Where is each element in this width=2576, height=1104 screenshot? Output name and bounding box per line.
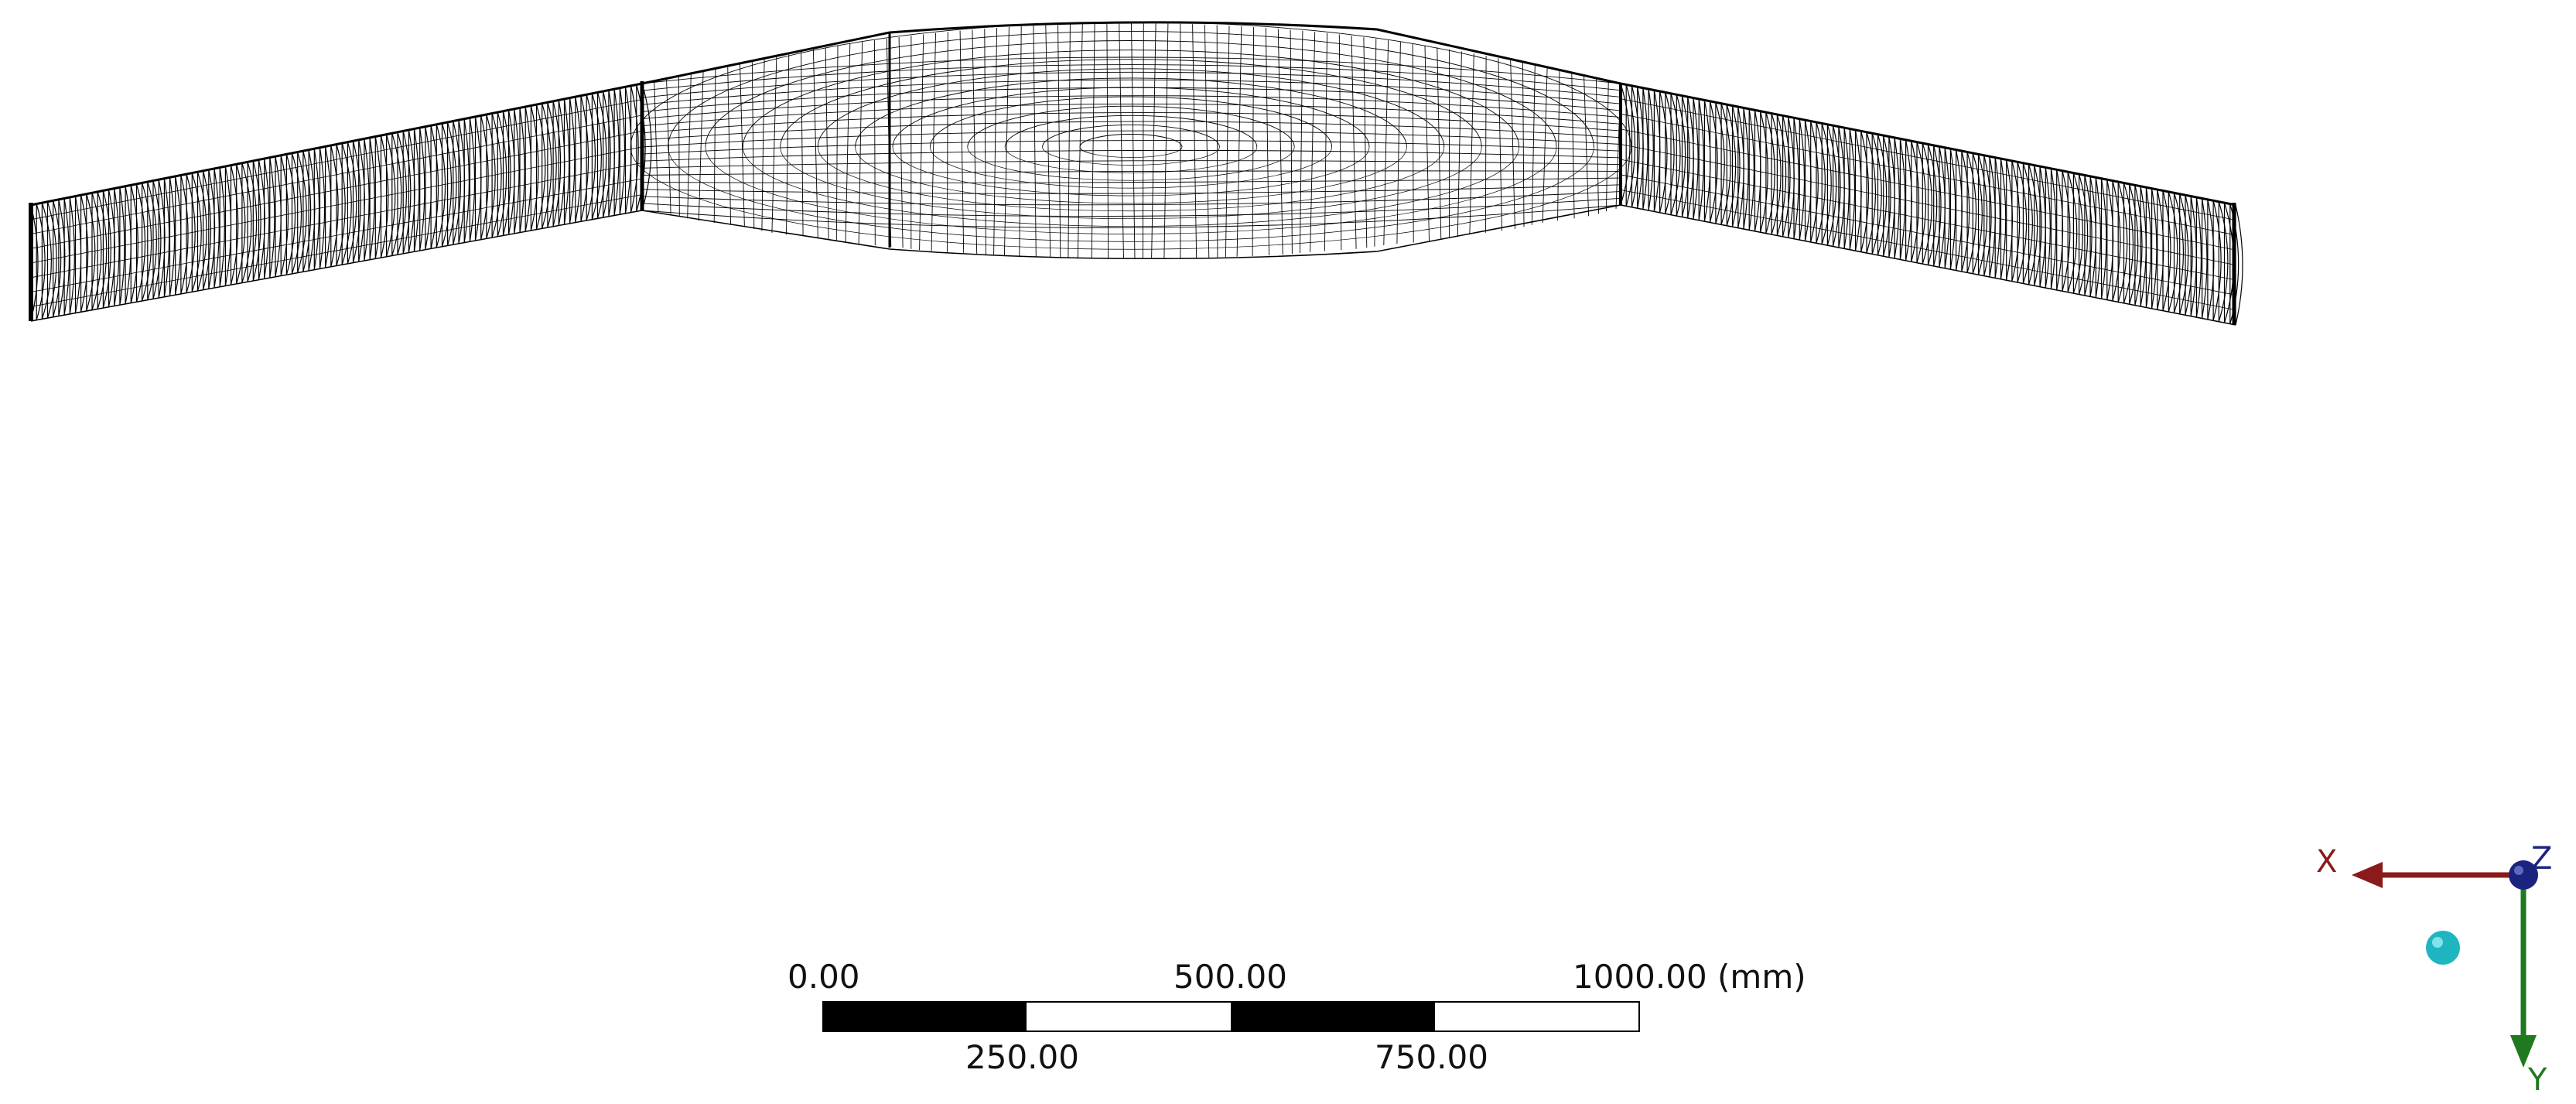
scale-label-0: 0.00 [787, 961, 860, 993]
scale-seg-2 [1027, 1001, 1231, 1032]
scale-label-1000-mm: 1000.00 (mm) [1573, 961, 1806, 993]
scale-seg-1 [822, 1001, 1027, 1032]
scale-seg-3 [1231, 1001, 1435, 1032]
scale-label-250: 250.00 [965, 1041, 1079, 1074]
mesh-lines [31, 22, 2243, 325]
x-axis-arrowhead [2352, 862, 2383, 888]
x-axis-label: X [2316, 846, 2337, 877]
z-axis-label: Z [2531, 843, 2552, 874]
y-axis-label: Y [2528, 1065, 2547, 1095]
scale-bar [822, 1001, 1640, 1032]
mesh-wireframe [0, 0, 2576, 387]
scale-label-500: 500.00 [1174, 961, 1287, 993]
iso-ball [2426, 931, 2460, 965]
scale-seg-4 [1435, 1001, 1640, 1032]
scale-label-750: 750.00 [1375, 1041, 1488, 1074]
scale-end-tick [1638, 1001, 1640, 1032]
